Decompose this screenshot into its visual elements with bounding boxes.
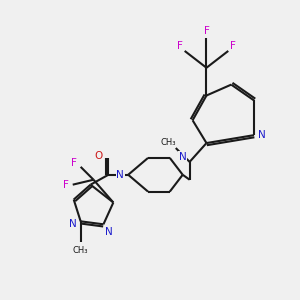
Text: F: F	[71, 158, 77, 168]
Text: N: N	[69, 219, 76, 229]
Text: O: O	[94, 151, 103, 161]
Text: CH₃: CH₃	[73, 246, 88, 255]
Text: N: N	[104, 227, 112, 237]
Text: N: N	[258, 130, 266, 140]
Text: N: N	[116, 170, 124, 180]
Text: F: F	[177, 41, 183, 51]
Text: F: F	[63, 180, 69, 190]
Text: CH₃: CH₃	[160, 138, 176, 147]
Text: F: F	[230, 41, 236, 51]
Text: F: F	[203, 26, 209, 36]
Text: N: N	[179, 152, 187, 162]
